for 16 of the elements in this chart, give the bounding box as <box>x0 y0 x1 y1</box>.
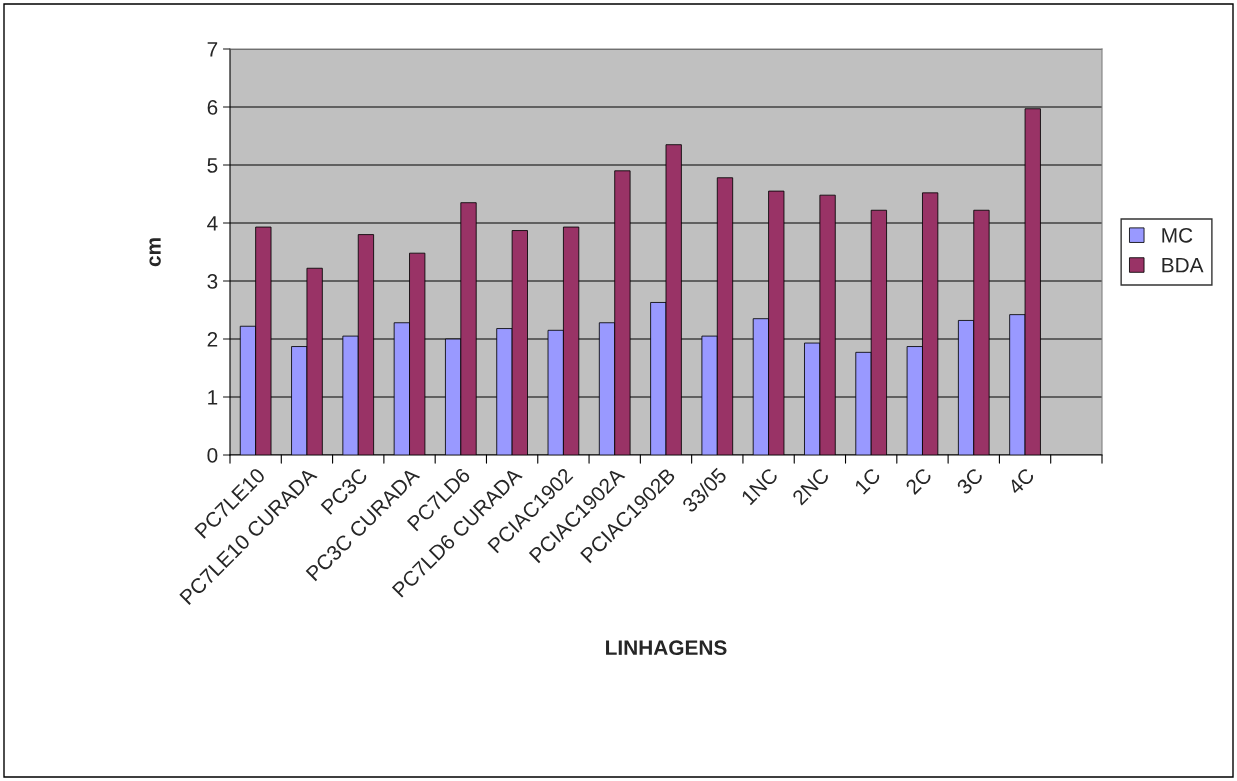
y-tick-label: 7 <box>207 42 218 57</box>
y-tick-label: 3 <box>207 274 218 289</box>
y-tick-label: 4 <box>207 216 218 231</box>
x-tick-label: 2C <box>904 467 933 496</box>
x-tick-label: 1C <box>853 467 882 495</box>
legend-label: BDA <box>1162 257 1204 273</box>
x-tick-label: 4C <box>1006 467 1036 496</box>
y-tick-label: 6 <box>207 100 218 115</box>
y-axis-title: cm <box>149 238 161 267</box>
y-tick-label: 0 <box>207 448 218 463</box>
y-tick-label: 2 <box>207 332 218 347</box>
y-tick-label: 1 <box>208 390 218 405</box>
y-tick-label: 5 <box>207 158 218 173</box>
x-axis-title: LINHAGENS <box>606 640 727 656</box>
legend-label: MC <box>1162 227 1193 243</box>
x-tick-label: 3C <box>955 467 985 496</box>
